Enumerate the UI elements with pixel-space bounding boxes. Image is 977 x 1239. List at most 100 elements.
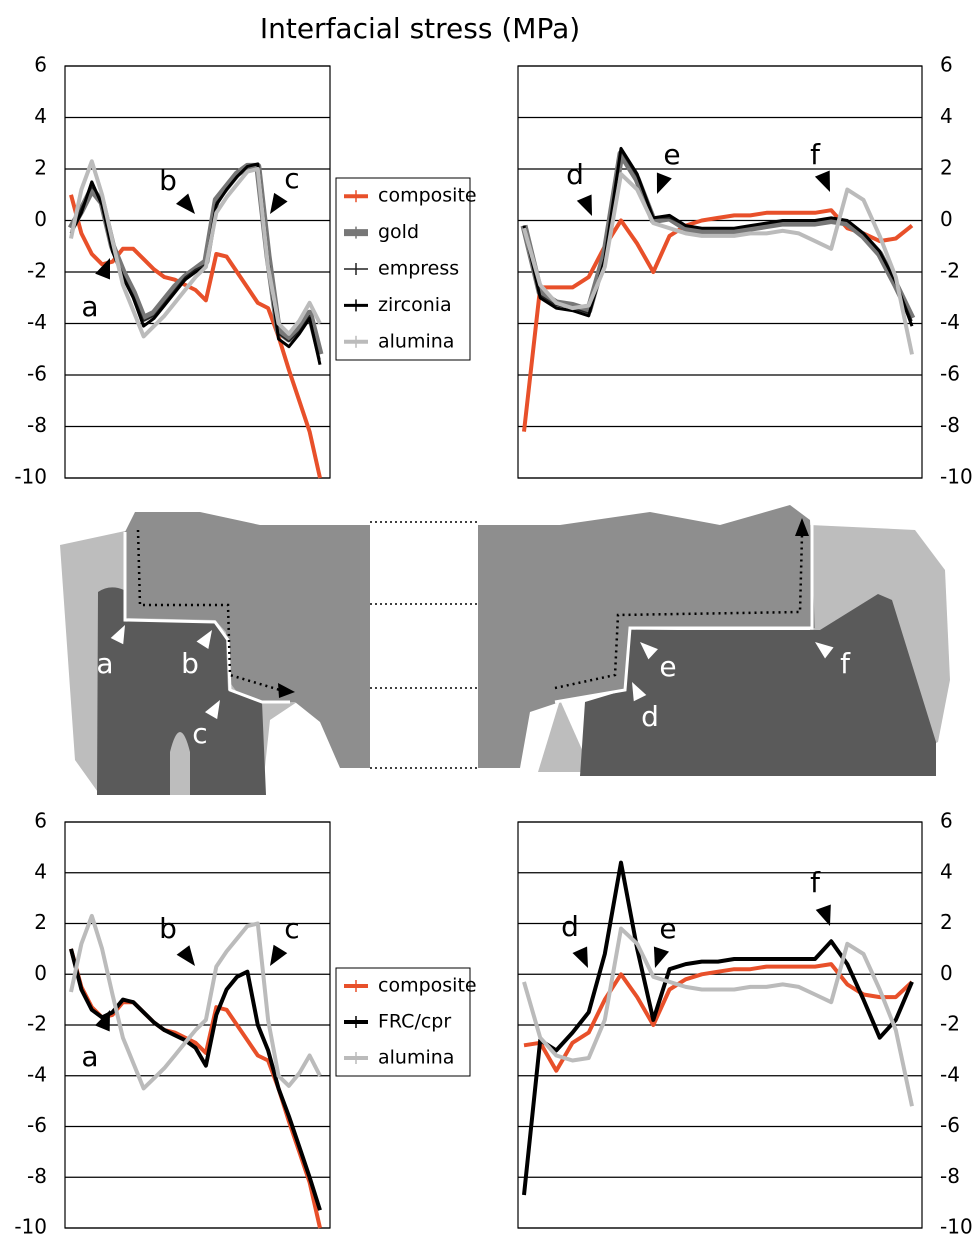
y-tick-label: -4 [940,1062,960,1086]
annotation-label: a [81,290,98,323]
abutment [97,587,266,795]
abutment [580,594,936,776]
annotation-label: c [284,162,299,195]
legend-label: composite [378,185,477,207]
y-tick-label: -8 [27,413,47,437]
legend-label: composite [378,975,477,997]
annotation-arrow [653,946,670,968]
series-line [69,948,322,1229]
annotation-arrow [572,946,588,968]
y-tick-label: 0 [34,961,47,985]
series-line [69,159,322,339]
annotation-arrow [814,170,830,192]
legend-label: FRC/cpr [378,1011,451,1033]
path-line [554,534,804,690]
pontic [478,505,815,768]
y-tick-label: 4 [940,104,953,128]
y-tick-label: 4 [34,859,47,883]
annotation-label: f [810,866,821,899]
diagram [60,505,950,795]
annotation-arrow [815,904,831,926]
y-tick-label: -6 [27,1113,47,1137]
y-tick-label: 4 [940,859,953,883]
path-arrow [795,518,809,536]
series-line [522,860,914,1196]
annotation-label: b [159,164,177,197]
series-line [522,146,914,327]
y-tick-label: -4 [940,310,960,334]
y-tick-label: -4 [27,1062,47,1086]
y-tick-label: -6 [27,362,47,386]
pontic [125,512,370,768]
series-line [522,172,914,355]
y-tick-label: -2 [940,1012,960,1036]
series-line [522,208,914,432]
y-tick-label: -6 [940,1113,960,1137]
diagram-label: a [96,647,113,680]
diagram-label: e [659,650,676,683]
y-tick-label: 0 [940,207,953,231]
interface-line [554,520,814,704]
y-tick-label: -10 [14,465,47,489]
path-line [136,529,281,692]
series-line [523,962,914,1073]
y-tick-label: -10 [14,1215,47,1239]
annotation-label: b [159,912,177,945]
y-tick-label: -8 [940,413,960,437]
legend-label: alumina [378,330,454,352]
legend-label: empress [378,258,459,280]
diagram-arrow [640,642,658,660]
annotation-label: e [663,138,680,171]
annotation-label: f [810,138,821,171]
diagram-label: d [641,700,659,733]
annotation-arrow [94,1010,110,1032]
diagram-arrow [110,625,125,645]
y-tick-label: -2 [940,259,960,283]
annotation-label: c [284,912,299,945]
annotation-arrow [270,944,288,966]
legend-label: gold [378,221,419,243]
y-tick-label: -10 [940,465,973,489]
diagram-arrow [196,630,212,649]
y-tick-label: 6 [34,809,47,833]
figure-title: Interfacial stress (MPa) [260,12,580,45]
y-tick-label: -8 [27,1164,47,1188]
diagram-label: b [181,647,199,680]
y-tick-label: -8 [940,1164,960,1188]
y-tick-label: 0 [940,961,953,985]
legend-label: alumina [378,1047,454,1069]
diagram-arrow [815,642,834,659]
y-tick-label: -6 [940,362,960,386]
annotation-label: d [566,158,584,191]
diagram-label: f [840,647,851,680]
series-line [522,926,914,1107]
series-line [69,948,322,1211]
diagram-label: c [192,717,207,750]
y-tick-label: 4 [34,104,47,128]
path-arrow [278,683,295,698]
annotation-arrow [576,194,592,216]
annotation-arrow [95,258,110,280]
y-tick-label: -2 [27,1012,47,1036]
annotation-label: a [81,1040,98,1073]
annotation-label: d [561,910,579,943]
gap-lines [370,521,478,769]
y-tick-label: 2 [34,910,47,934]
annotation-arrow [656,172,672,194]
annotation-arrow [176,945,195,966]
y-tick-label: -4 [27,310,47,334]
y-tick-label: 2 [940,910,953,934]
diagram-arrow [204,700,220,720]
annotation-arrow [175,193,195,214]
series-line [69,913,322,1091]
y-tick-label: 2 [940,156,953,180]
y-tick-label: -10 [940,1215,973,1239]
y-tick-label: -2 [27,259,47,283]
annotation-label: e [659,912,676,945]
y-tick-label: 6 [34,53,47,77]
y-tick-label: 6 [940,53,953,77]
legend-label: zirconia [378,294,452,316]
series-line [69,162,322,366]
y-tick-label: 0 [34,207,47,231]
